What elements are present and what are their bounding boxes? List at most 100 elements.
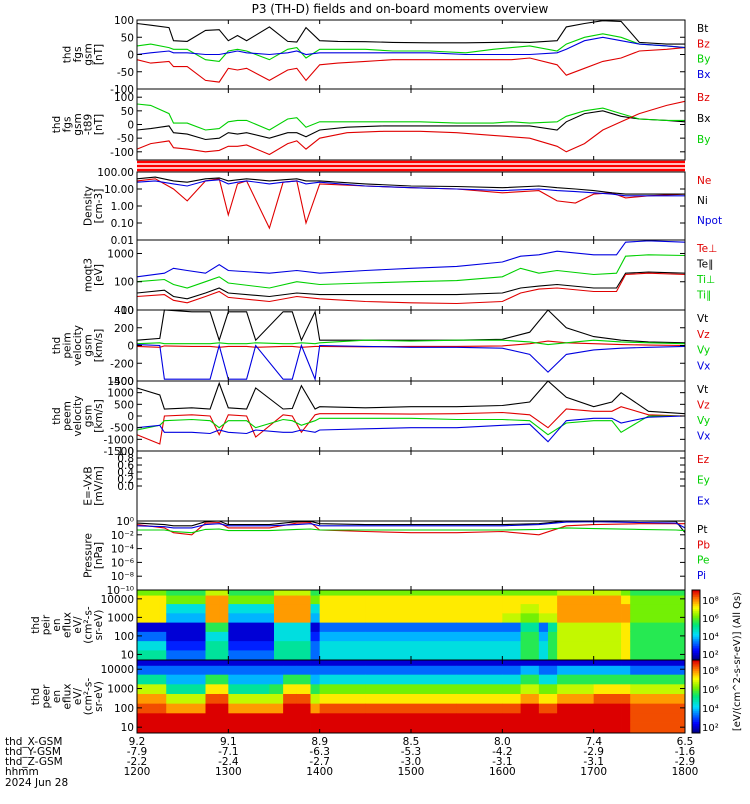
spectrogram-cell xyxy=(283,665,298,675)
y-axis-label: sr-eV) xyxy=(93,681,105,712)
spectrogram-cell xyxy=(228,674,270,685)
spectrogram-cell xyxy=(189,640,206,651)
spectrogram-cell xyxy=(269,631,275,642)
spectrogram-cell xyxy=(456,595,503,605)
series-line-Te⊥ xyxy=(136,272,686,305)
spectrogram-cell xyxy=(166,631,191,642)
spectrogram-cell xyxy=(166,722,191,734)
spectrogram-cell xyxy=(228,612,238,623)
y-axis-label: [nT] xyxy=(93,114,105,135)
footer-value: 9.2 xyxy=(129,736,146,748)
spectrogram-cell xyxy=(548,622,558,632)
colorbar-cell xyxy=(692,729,700,732)
spectrogram-cell xyxy=(296,722,311,734)
spectrogram-cell xyxy=(319,640,366,651)
spectrogram-cell xyxy=(219,622,229,632)
colorbar-cell xyxy=(692,628,700,631)
spectrogram-cell xyxy=(189,603,206,614)
spectrogram-cell xyxy=(205,693,220,704)
spectrogram-cell xyxy=(502,665,521,675)
colorbar-cell xyxy=(692,612,700,615)
spectrogram-cell xyxy=(502,660,521,666)
spectrogram-cell xyxy=(520,595,540,605)
spectrogram-cell xyxy=(274,631,298,642)
spectrogram-cell xyxy=(205,595,220,605)
footer-value: -5.3 xyxy=(401,746,422,758)
colorbar-cell xyxy=(692,703,700,707)
spectrogram-cell xyxy=(593,612,622,623)
spectrogram-cell xyxy=(228,595,238,605)
spectrogram-cell xyxy=(502,631,521,642)
y-axis-label: velocity xyxy=(72,395,84,436)
spectrogram-cell xyxy=(575,612,595,623)
spectrogram-cell xyxy=(269,693,284,704)
colorbar-cell xyxy=(692,625,700,628)
spectrogram-cell xyxy=(166,590,191,596)
y-tick-label: 1.0 xyxy=(117,446,134,458)
footer-value: -1.6 xyxy=(675,746,696,758)
spectrogram-cell xyxy=(621,665,631,675)
spectrogram-cell xyxy=(189,703,206,714)
legend-entry-By: By xyxy=(697,54,710,66)
spectrogram-cell xyxy=(159,590,167,596)
spectrogram-cell xyxy=(593,603,622,614)
spectrogram-cell xyxy=(456,660,503,666)
colorbar-cell xyxy=(692,700,700,703)
spectrogram-cell xyxy=(575,622,595,632)
spectrogram-cell xyxy=(319,722,366,734)
legend-entry-Ti∥: Ti∥ xyxy=(696,290,711,302)
spectrogram-cell xyxy=(205,650,220,661)
legend-entry-Npot: Npot xyxy=(697,215,722,227)
spectrogram-cell xyxy=(593,665,622,675)
spectrogram-cell xyxy=(189,612,206,623)
spectrogram-cell xyxy=(621,622,631,632)
spectrogram-cell xyxy=(630,712,686,723)
spectrogram-cell xyxy=(189,674,206,685)
spectrogram-cell xyxy=(159,603,167,614)
y-tick-label: 100.00 xyxy=(97,167,134,179)
legend-entry-Vy: Vy xyxy=(697,415,710,427)
spectrogram-cell xyxy=(269,674,284,685)
spectrogram-cell xyxy=(310,665,321,675)
spectrogram-cell xyxy=(630,703,686,714)
spectrogram-cell xyxy=(228,650,238,661)
spectrogram-cell xyxy=(189,660,206,666)
spectrogram-cell xyxy=(189,693,206,704)
spectrogram-cell xyxy=(411,631,458,642)
panel-background xyxy=(137,89,685,160)
colorbar-tick-label: 10⁶ xyxy=(702,685,719,696)
spectrogram-cell xyxy=(548,631,558,642)
spectrogram-cell xyxy=(296,650,311,661)
y-tick-label: 1000 xyxy=(107,684,134,696)
spectrogram-cell xyxy=(159,683,167,694)
panel-9: 10000 1000 100 10 thdpeirenefluxeV/(cm²-s-sr… xyxy=(30,589,686,661)
y-axis-label: eV/ xyxy=(72,687,84,705)
spectrogram-cell xyxy=(456,712,503,723)
spectrogram-cell xyxy=(502,703,521,714)
spectrogram-cell xyxy=(159,612,167,623)
series-line-Bx xyxy=(136,110,686,141)
spectrogram-cell xyxy=(557,660,595,666)
spectrogram-cell xyxy=(319,683,366,694)
colorbar-cell xyxy=(692,637,700,640)
spectrogram-cell xyxy=(237,595,270,605)
colorbar-tick-label: 10⁸ xyxy=(702,596,719,607)
colorbar-cell xyxy=(692,692,700,696)
spectrogram-cell xyxy=(296,603,311,614)
spectrogram-cell xyxy=(319,612,366,623)
spectrogram-cell xyxy=(269,660,284,666)
legend-entry-Te⊥: Te⊥ xyxy=(696,243,717,255)
spectrogram-cell xyxy=(296,631,311,642)
footer-value: -6.3 xyxy=(309,746,330,758)
spectrogram-cell xyxy=(411,660,458,666)
y-tick-label: 200 xyxy=(114,323,134,335)
y-axis-label: [eV] xyxy=(93,264,105,286)
colorbar-cell xyxy=(692,642,700,645)
colorbar-cell xyxy=(692,658,700,661)
colorbar-tick-label: 10² xyxy=(702,650,719,661)
legend-entry-Bt: Bt xyxy=(697,23,708,35)
spectrogram-cell xyxy=(283,693,298,704)
spectrogram-cell xyxy=(538,660,558,666)
spectrogram-cell xyxy=(502,595,521,605)
legend-entry-Pe: Pe xyxy=(697,555,709,567)
